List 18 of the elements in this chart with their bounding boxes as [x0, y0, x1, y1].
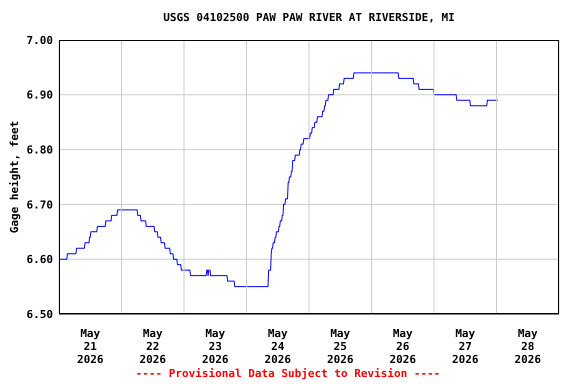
- x-tick-label: May 27 2026: [452, 327, 479, 366]
- text: ---- Provisional Data Subject to Revision ----: [134, 367, 442, 380]
- x-tick-label: May 28 2026: [514, 327, 542, 366]
- x-tick-label: May 26 2026: [390, 327, 416, 366]
- y-tick-label: 6.60: [26, 253, 53, 266]
- line-series: [59, 72, 498, 288]
- y-tick-label: 6.70: [26, 198, 53, 212]
- chart-title: USGS 04102500 PAW PAW RIVER AT RIVERSIDE, MI: [162, 11, 456, 24]
- y-axis-title: Gage height, feet: [8, 120, 21, 234]
- y-tick-label: 6.80: [26, 144, 53, 157]
- x-tick-label: May 21 2026: [77, 327, 104, 366]
- x-tick-label: May 25 2026: [327, 327, 354, 366]
- y-tick-label: 7.00: [26, 34, 53, 47]
- y-tick-label: 6.50: [26, 308, 53, 321]
- x-tick-label: May 22 2026: [140, 327, 166, 366]
- y-tick-label: 6.90: [26, 88, 53, 102]
- x-tick-label: May 23 2026: [202, 327, 229, 366]
- x-tick-label: May 24 2026: [264, 327, 292, 366]
